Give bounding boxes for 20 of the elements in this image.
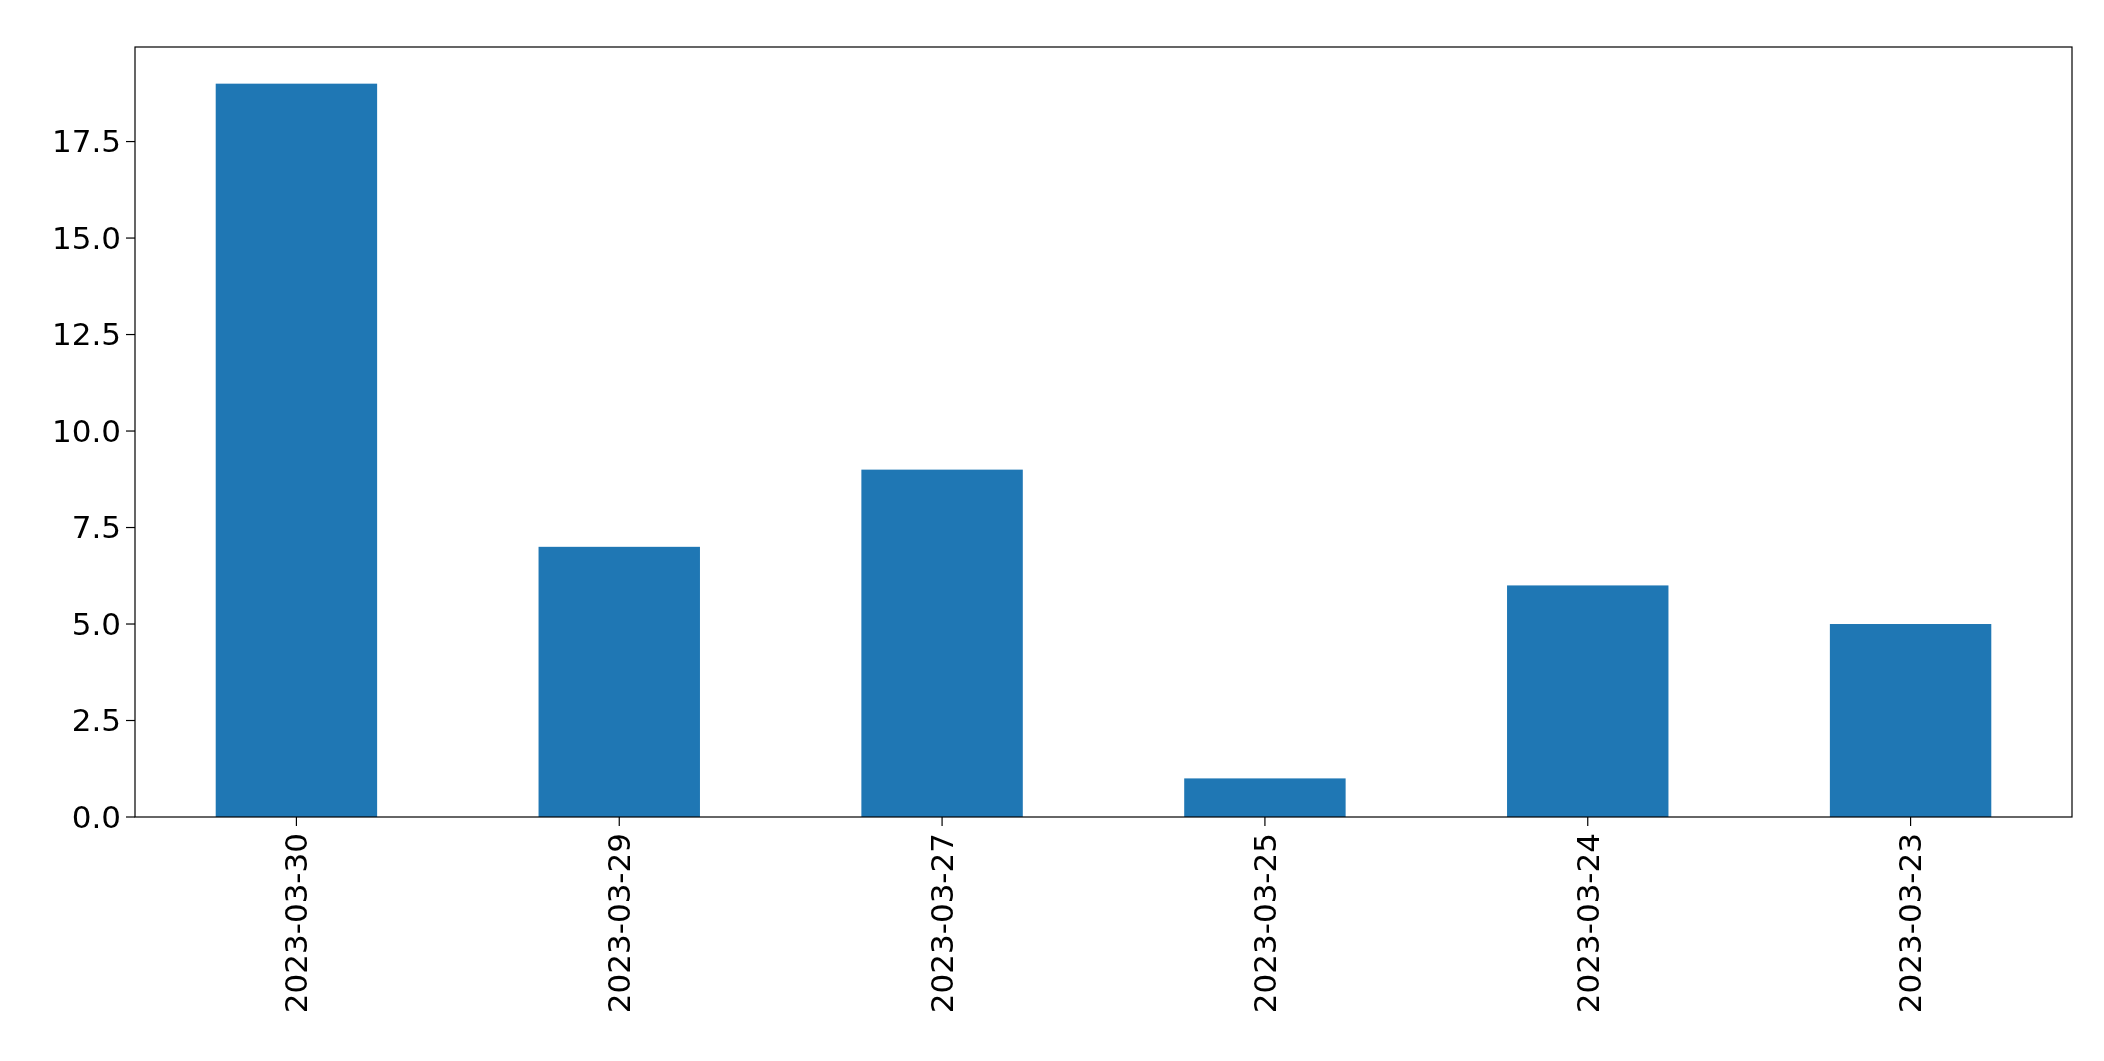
- y-tick-label: 15.0: [51, 219, 121, 256]
- bar: [538, 546, 700, 817]
- bar: [215, 83, 378, 817]
- bar: [1184, 778, 1346, 817]
- y-tick-label: 0.0: [71, 798, 121, 835]
- bar: [1829, 624, 1992, 817]
- y-tick-label: 7.5: [71, 509, 121, 546]
- x-tick-label: 2023-03-25: [1246, 833, 1283, 1014]
- y-tick-label: 12.5: [51, 316, 121, 353]
- bar: [861, 469, 1023, 817]
- y-tick-label: 2.5: [71, 702, 121, 739]
- y-tick-label: 10.0: [51, 412, 121, 449]
- x-tick-label: 2023-03-24: [1569, 833, 1606, 1014]
- y-tick-label: 17.5: [51, 123, 121, 160]
- bar: [1507, 585, 1669, 817]
- x-tick-label: 2023-03-27: [923, 833, 960, 1014]
- x-tick-label: 2023-03-29: [601, 833, 638, 1014]
- x-tick-label: 2023-03-23: [1892, 833, 1929, 1014]
- y-tick-label: 5.0: [71, 605, 121, 642]
- x-tick-label: 2023-03-30: [278, 833, 315, 1014]
